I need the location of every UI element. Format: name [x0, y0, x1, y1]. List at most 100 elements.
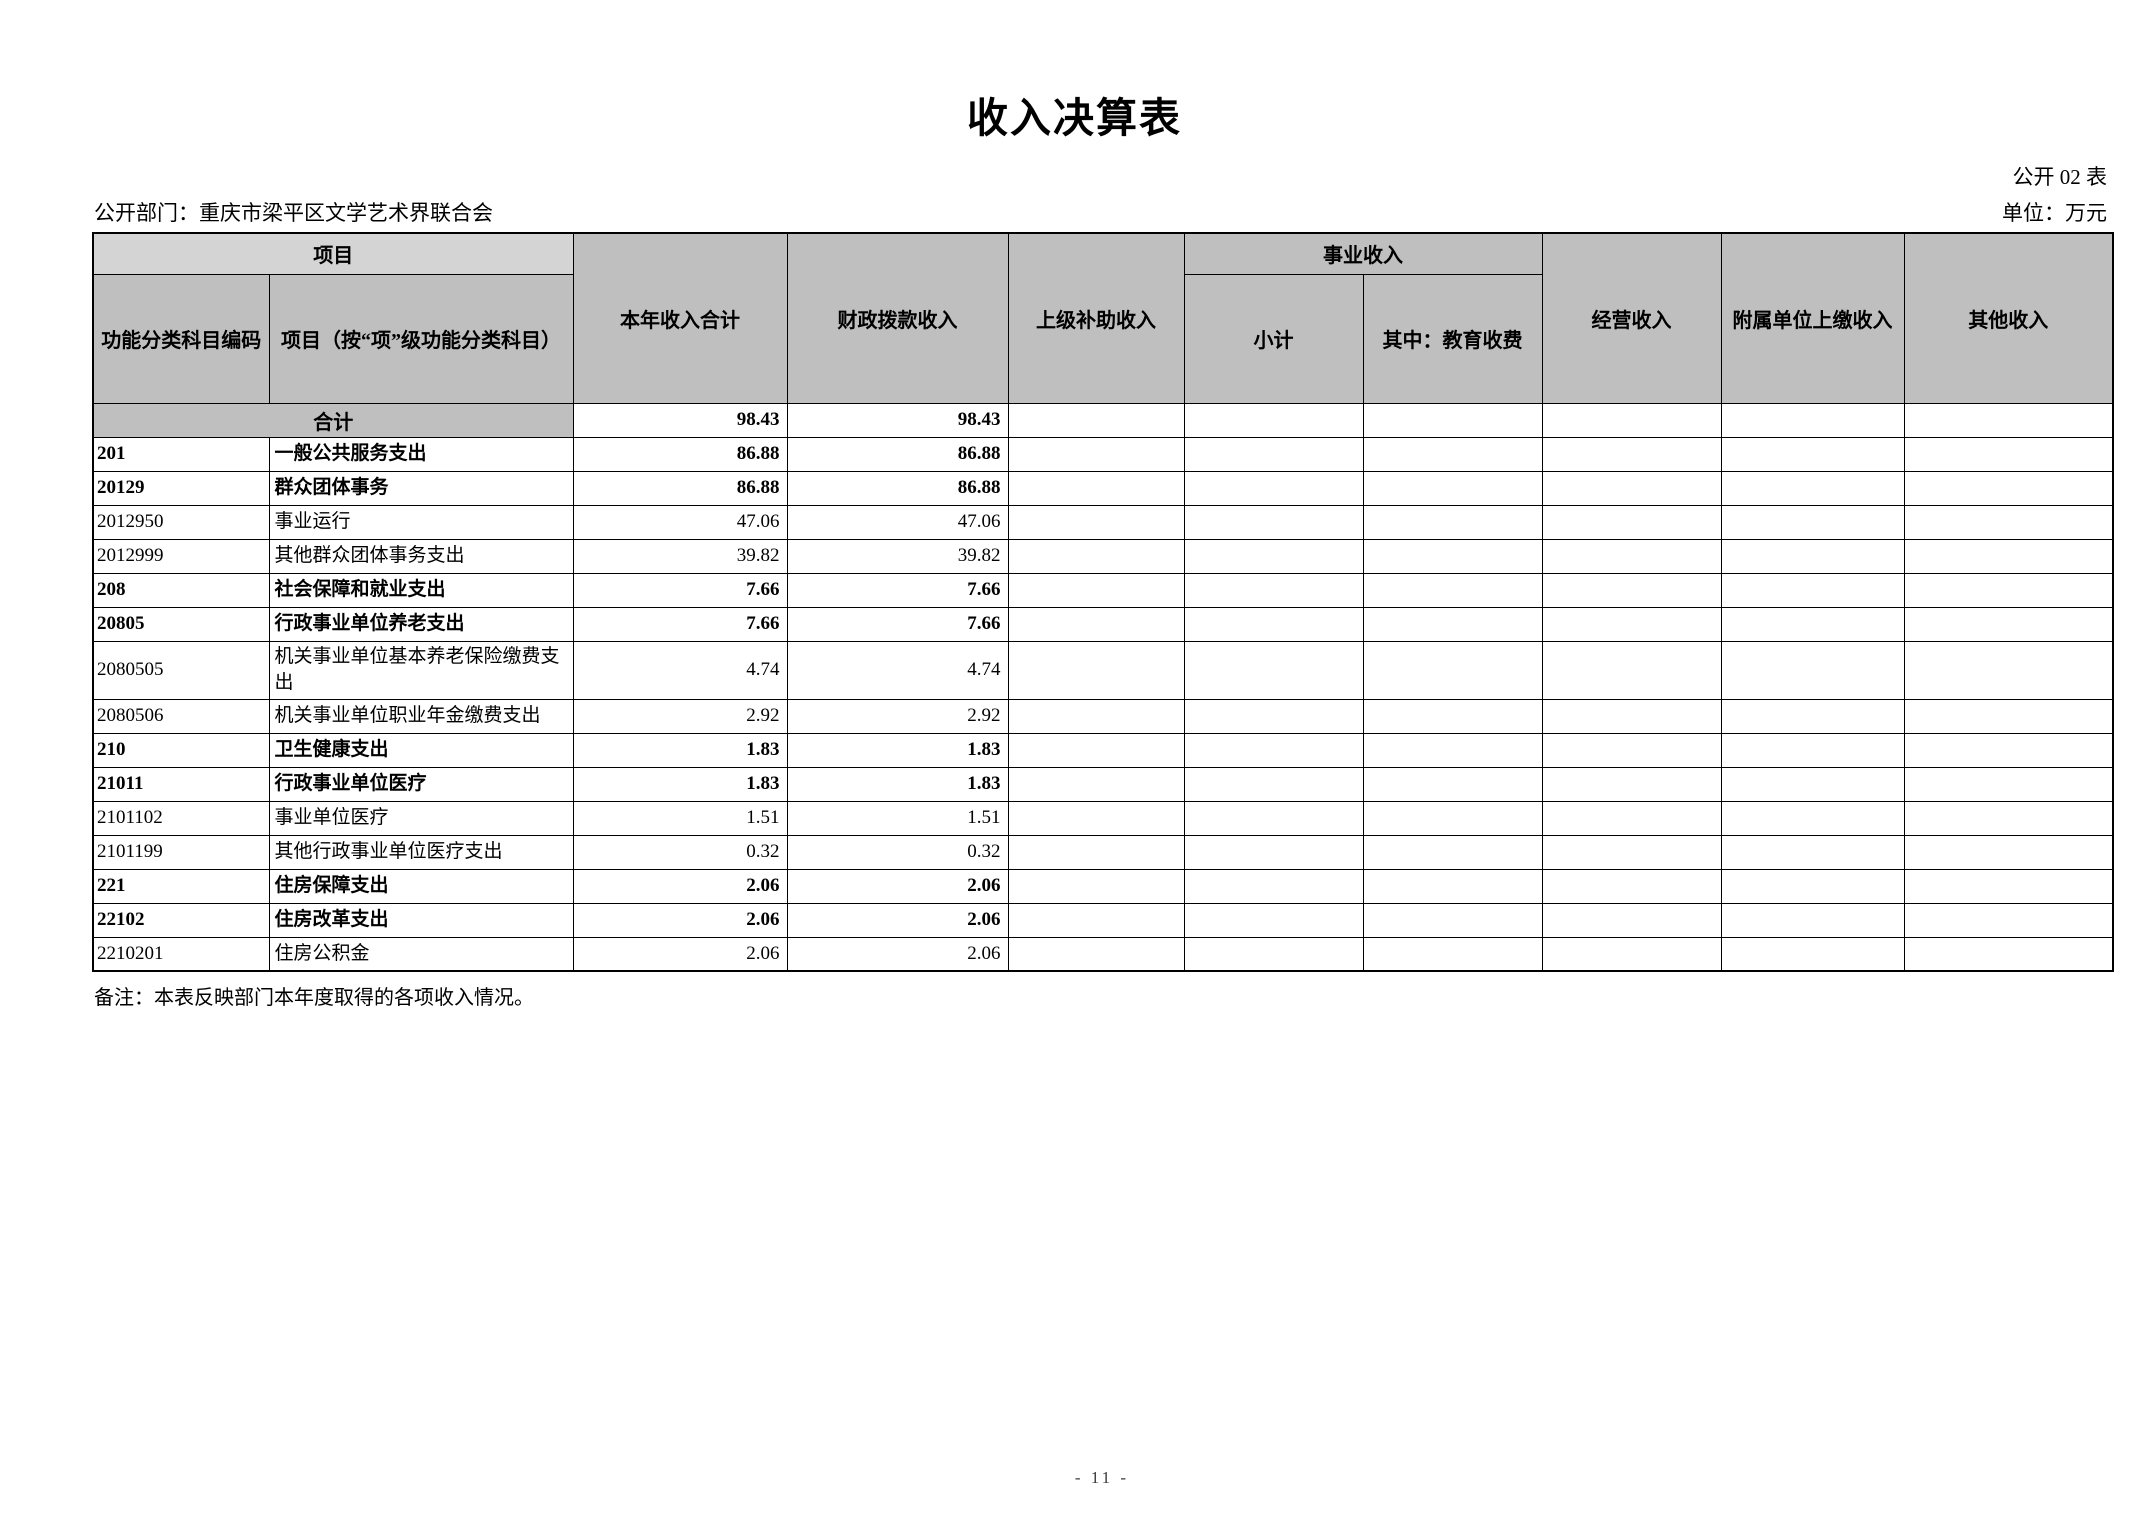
- cell-business-subtotal: [1183, 902, 1364, 938]
- cell-affiliated-remittance: [1720, 572, 1905, 608]
- cell-annual-total: 86.88: [572, 470, 788, 506]
- cell-other-income: [1903, 504, 2114, 540]
- cell-superior-subsidy: [1007, 606, 1185, 642]
- cell-project-name: 其他行政事业单位医疗支出: [268, 834, 574, 870]
- total-fiscal: 98.43: [786, 402, 1009, 438]
- cell-function-code: 2101199: [92, 834, 270, 870]
- cell-function-code: 221: [92, 868, 270, 904]
- cell-annual-total: 2.06: [572, 936, 788, 972]
- cell-fiscal-appropriation: 1.83: [786, 766, 1009, 802]
- cell-superior-subsidy: [1007, 436, 1185, 472]
- cell-operating-income: [1541, 868, 1722, 904]
- table-row: 20805 行政事业单位养老支出 7.66 7.66: [92, 606, 2114, 642]
- table-row: 2101199 其他行政事业单位医疗支出 0.32 0.32: [92, 834, 2114, 870]
- cell-fiscal-appropriation: 2.92: [786, 698, 1009, 734]
- cell-function-code: 210: [92, 732, 270, 768]
- cell-business-subtotal: [1183, 834, 1364, 870]
- cell-fiscal-appropriation: 1.51: [786, 800, 1009, 836]
- cell-superior-subsidy: [1007, 834, 1185, 870]
- cell-business-subtotal: [1183, 868, 1364, 904]
- cell-affiliated-remittance: [1720, 902, 1905, 938]
- cell-project-name: 事业运行: [268, 504, 574, 540]
- cell-other-income: [1903, 436, 2114, 472]
- total-row: 合计 98.43 98.43: [92, 402, 2114, 438]
- cell-fiscal-appropriation: 86.88: [786, 436, 1009, 472]
- note-text: 备注：本表反映部门本年度取得的各项收入情况。: [94, 987, 534, 1010]
- cell-annual-total: 1.51: [572, 800, 788, 836]
- table-row: 2210201 住房公积金 2.06 2.06: [92, 936, 2114, 972]
- cell-business-subtotal: [1183, 800, 1364, 836]
- cell-fiscal-appropriation: 2.06: [786, 868, 1009, 904]
- col-header-function-code: 功能分类科目编码: [92, 273, 270, 404]
- cell-education-fees: [1362, 868, 1543, 904]
- cell-function-code: 208: [92, 572, 270, 608]
- cell-fiscal-appropriation: 39.82: [786, 538, 1009, 574]
- cell-function-code: 21011: [92, 766, 270, 802]
- department-label: 公开部门：重庆市梁平区文学艺术界联合会: [94, 201, 493, 225]
- cell-operating-income: [1541, 538, 1722, 574]
- cell-project-name: 住房改革支出: [268, 902, 574, 938]
- cell-affiliated-remittance: [1720, 936, 1905, 972]
- page-title: 收入决算表: [967, 95, 1182, 141]
- total-other: [1903, 402, 2114, 438]
- cell-fiscal-appropriation: 7.66: [786, 606, 1009, 642]
- total-superior: [1007, 402, 1185, 438]
- cell-business-subtotal: [1183, 698, 1364, 734]
- cell-annual-total: 2.06: [572, 902, 788, 938]
- cell-operating-income: [1541, 470, 1722, 506]
- cell-other-income: [1903, 606, 2114, 642]
- cell-affiliated-remittance: [1720, 834, 1905, 870]
- cell-other-income: [1903, 640, 2114, 700]
- cell-superior-subsidy: [1007, 868, 1185, 904]
- cell-project-name: 行政事业单位医疗: [268, 766, 574, 802]
- cell-fiscal-appropriation: 1.83: [786, 732, 1009, 768]
- cell-other-income: [1903, 834, 2114, 870]
- cell-education-fees: [1362, 640, 1543, 700]
- cell-operating-income: [1541, 436, 1722, 472]
- table-row: 2080505 机关事业单位基本养老保险缴费支出 4.74 4.74: [92, 640, 2114, 700]
- cell-affiliated-remittance: [1720, 436, 1905, 472]
- cell-annual-total: 1.83: [572, 766, 788, 802]
- cell-superior-subsidy: [1007, 572, 1185, 608]
- table-row: 210 卫生健康支出 1.83 1.83: [92, 732, 2114, 768]
- cell-affiliated-remittance: [1720, 732, 1905, 768]
- table-code-label: 公开 02 表: [2012, 165, 2108, 189]
- cell-project-name: 卫生健康支出: [268, 732, 574, 768]
- cell-fiscal-appropriation: 86.88: [786, 470, 1009, 506]
- cell-education-fees: [1362, 572, 1543, 608]
- col-header-education-fees: 其中：教育收费: [1362, 273, 1543, 404]
- cell-superior-subsidy: [1007, 538, 1185, 574]
- cell-annual-total: 2.92: [572, 698, 788, 734]
- cell-operating-income: [1541, 936, 1722, 972]
- cell-education-fees: [1362, 606, 1543, 642]
- cell-other-income: [1903, 698, 2114, 734]
- table-row: 22102 住房改革支出 2.06 2.06: [92, 902, 2114, 938]
- cell-other-income: [1903, 936, 2114, 972]
- cell-project-name: 其他群众团体事务支出: [268, 538, 574, 574]
- unit-label: 单位：万元: [2002, 201, 2107, 225]
- cell-superior-subsidy: [1007, 640, 1185, 700]
- cell-function-code: 2210201: [92, 936, 270, 972]
- table-row: 20129 群众团体事务 86.88 86.88: [92, 470, 2114, 506]
- group-header-business-income: 事业收入: [1183, 232, 1543, 275]
- cell-annual-total: 1.83: [572, 732, 788, 768]
- cell-other-income: [1903, 766, 2114, 802]
- cell-other-income: [1903, 800, 2114, 836]
- cell-affiliated-remittance: [1720, 766, 1905, 802]
- total-affiliated: [1720, 402, 1905, 438]
- cell-other-income: [1903, 732, 2114, 768]
- col-header-affiliated-remittance: 附属单位上缴收入: [1720, 232, 1905, 404]
- cell-superior-subsidy: [1007, 766, 1185, 802]
- table-row: 2101102 事业单位医疗 1.51 1.51: [92, 800, 2114, 836]
- cell-project-name: 事业单位医疗: [268, 800, 574, 836]
- col-header-annual-total: 本年收入合计: [572, 232, 788, 404]
- header-row-group: 项目 本年收入合计 财政拨款收入 上级补助收入 事业收入 经营收入 附属单位上缴…: [92, 232, 2114, 404]
- cell-annual-total: 4.74: [572, 640, 788, 700]
- cell-other-income: [1903, 538, 2114, 574]
- cell-education-fees: [1362, 800, 1543, 836]
- cell-other-income: [1903, 572, 2114, 608]
- cell-other-income: [1903, 868, 2114, 904]
- table-row: 221 住房保障支出 2.06 2.06: [92, 868, 2114, 904]
- col-header-other-income: 其他收入: [1903, 232, 2114, 404]
- cell-fiscal-appropriation: 2.06: [786, 936, 1009, 972]
